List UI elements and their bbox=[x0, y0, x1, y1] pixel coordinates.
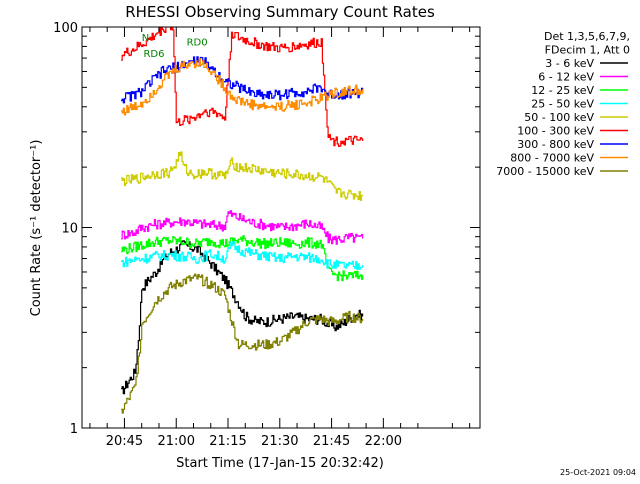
legend-entry-label: 12 - 25 keV bbox=[531, 84, 594, 97]
y-tick-label: 10 bbox=[61, 222, 78, 237]
series-line-12-25-kev bbox=[121, 235, 364, 282]
x-tick-label: 21:00 bbox=[158, 434, 195, 449]
x-axis-label: Start Time (17-Jan-15 20:32:42) bbox=[176, 456, 384, 471]
series-line-50-100-kev bbox=[121, 151, 364, 201]
series-line-25-50-kev bbox=[121, 241, 364, 270]
legend: Det 1,3,5,6,7,9,FDecim 1, Att 03 - 6 keV… bbox=[496, 30, 630, 178]
annotation-n: N bbox=[142, 33, 149, 44]
legend-entry-label: 50 - 100 keV bbox=[524, 111, 594, 124]
x-tick-label: 22:00 bbox=[365, 434, 402, 449]
y-tick-label: 1 bbox=[70, 422, 78, 437]
legend-entry-label: 7000 - 15000 keV bbox=[496, 165, 594, 178]
chart-title: RHESSI Observing Summary Count Rates bbox=[125, 3, 435, 21]
legend-entry-label: 300 - 800 keV bbox=[517, 138, 594, 151]
axes: 20:45 21:00 21:15 21:30 21:45 22:00 1 10 100 bbox=[53, 21, 481, 449]
series-line-300-800-kev bbox=[121, 56, 364, 104]
y-axis-label: Count Rate (s⁻¹ detector⁻¹) bbox=[29, 140, 44, 317]
plot-area: N RD0 RD6 bbox=[121, 27, 364, 414]
legend-header: Det 1,3,5,6,7,9, bbox=[544, 30, 630, 43]
x-tick-label: 21:15 bbox=[209, 434, 246, 449]
x-tick-label: 21:45 bbox=[313, 434, 350, 449]
x-tick-label: 20:45 bbox=[106, 434, 143, 449]
series-line-6-12-kev bbox=[121, 210, 364, 245]
annotation-rd0: RD0 bbox=[187, 37, 208, 48]
footer-timestamp: 25-Oct-2021 09:04 bbox=[560, 468, 636, 477]
series-line-3-6-kev bbox=[121, 240, 364, 395]
legend-entry-label: 6 - 12 keV bbox=[538, 71, 594, 84]
y-tick-label: 100 bbox=[53, 21, 78, 36]
x-tick-label: 21:30 bbox=[261, 434, 298, 449]
series-group bbox=[121, 27, 364, 414]
legend-entry-label: 800 - 7000 keV bbox=[510, 152, 594, 165]
legend-entry-label: 3 - 6 keV bbox=[545, 57, 594, 70]
annotation-rd6: RD6 bbox=[143, 49, 164, 60]
series-line-7000-15000-kev bbox=[121, 273, 364, 414]
legend-entry-label: 100 - 300 keV bbox=[517, 125, 594, 138]
series-line-100-300-kev bbox=[121, 27, 364, 147]
series-line-800-7000-kev bbox=[121, 58, 364, 116]
legend-entry-label: 25 - 50 keV bbox=[531, 98, 594, 111]
legend-header: FDecim 1, Att 0 bbox=[545, 44, 630, 57]
